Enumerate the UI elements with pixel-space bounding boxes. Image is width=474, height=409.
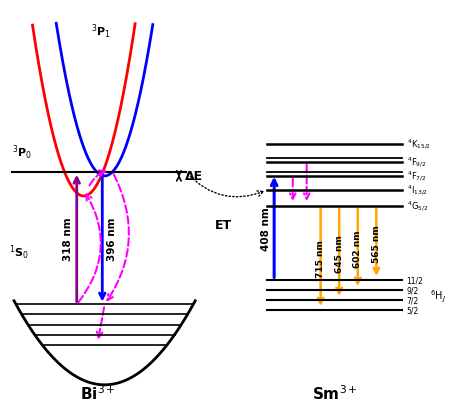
Text: 7/2: 7/2 bbox=[407, 296, 419, 305]
Text: 602 nm: 602 nm bbox=[353, 230, 362, 267]
Text: 645 nm: 645 nm bbox=[335, 235, 344, 272]
Text: 715 nm: 715 nm bbox=[316, 240, 325, 277]
Text: ΔE: ΔE bbox=[184, 170, 202, 183]
Text: 318 nm: 318 nm bbox=[64, 217, 73, 261]
Text: $^1$S$_0$: $^1$S$_0$ bbox=[9, 243, 29, 262]
Text: $^3$P$_0$: $^3$P$_0$ bbox=[12, 143, 32, 162]
Text: $^3$P$_1$: $^3$P$_1$ bbox=[91, 23, 110, 41]
Text: $^4$I$_{13/2}$: $^4$I$_{13/2}$ bbox=[407, 183, 428, 198]
Text: 565 nm: 565 nm bbox=[372, 225, 381, 263]
Text: 11/2: 11/2 bbox=[407, 276, 423, 285]
Text: Bi$^{3+}$: Bi$^{3+}$ bbox=[80, 383, 116, 402]
Text: $^6$H$_J$: $^6$H$_J$ bbox=[430, 288, 446, 304]
Text: $^4$F$_{9/2}$: $^4$F$_{9/2}$ bbox=[407, 155, 426, 169]
Text: $^4$F$_{7/2}$: $^4$F$_{7/2}$ bbox=[407, 169, 426, 184]
Text: $^4$K$_{15/2}$: $^4$K$_{15/2}$ bbox=[407, 137, 430, 151]
Text: 408 nm: 408 nm bbox=[261, 207, 271, 250]
Text: 396 nm: 396 nm bbox=[107, 217, 117, 260]
Text: 9/2: 9/2 bbox=[407, 286, 419, 295]
Text: $^4$G$_{5/2}$: $^4$G$_{5/2}$ bbox=[407, 200, 428, 213]
Text: Sm$^{3+}$: Sm$^{3+}$ bbox=[312, 383, 357, 402]
Text: ET: ET bbox=[215, 218, 232, 231]
Text: 5/2: 5/2 bbox=[407, 306, 419, 315]
